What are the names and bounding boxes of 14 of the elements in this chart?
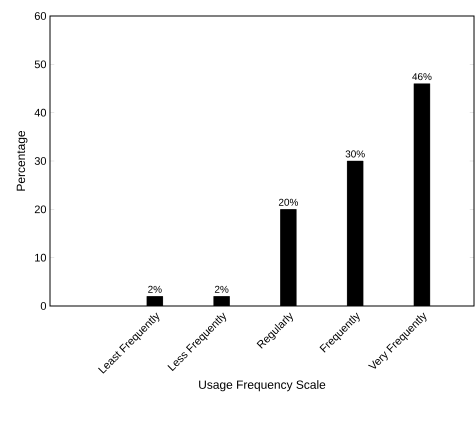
data-label: 30% [346, 150, 365, 158]
y-tick-label: 40 [34, 108, 46, 117]
x-axis-title: Usage Frequency Scale [199, 380, 326, 392]
y-tick-label: 60 [34, 12, 46, 20]
y-tick-label: 50 [34, 60, 46, 68]
y-tick-label: 10 [35, 254, 46, 262]
y-tick-label: 30 [34, 157, 46, 165]
data-label: 2% [214, 286, 228, 293]
y-tick-label: 20 [34, 205, 46, 214]
data-label: 2% [148, 286, 162, 293]
data-label: 20% [278, 198, 298, 206]
y-axis-title: Percentage [16, 130, 28, 191]
y-tick-label: 0 [40, 302, 46, 310]
data-label: 46% [412, 73, 432, 80]
